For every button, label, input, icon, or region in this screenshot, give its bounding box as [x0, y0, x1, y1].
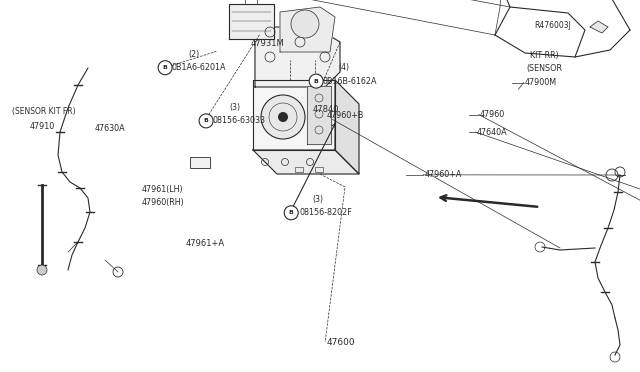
Circle shape	[199, 114, 213, 128]
Text: 47960: 47960	[480, 110, 505, 119]
Text: 47960+A: 47960+A	[424, 170, 461, 179]
Text: (4): (4)	[338, 63, 349, 72]
Text: (SENSOR: (SENSOR	[526, 64, 562, 73]
Circle shape	[37, 265, 47, 275]
Circle shape	[284, 206, 298, 220]
Text: 47961+A: 47961+A	[186, 239, 225, 248]
Polygon shape	[255, 27, 340, 87]
Text: 47960+B: 47960+B	[326, 111, 364, 120]
Circle shape	[261, 95, 305, 139]
Polygon shape	[307, 86, 331, 144]
Text: B: B	[289, 210, 294, 215]
Text: B: B	[204, 118, 209, 124]
Text: (SENSOR KIT FR): (SENSOR KIT FR)	[12, 107, 75, 116]
Text: 0B16B-6162A: 0B16B-6162A	[323, 77, 377, 86]
Text: (3): (3)	[312, 195, 323, 203]
Text: 47840: 47840	[312, 105, 339, 114]
Text: 47961(LH): 47961(LH)	[142, 185, 184, 194]
Text: R476003J: R476003J	[534, 21, 572, 30]
Text: (2): (2)	[189, 50, 200, 59]
Text: 08156-8202F: 08156-8202F	[300, 208, 352, 217]
Circle shape	[309, 74, 323, 88]
Text: 0B1A6-6201A: 0B1A6-6201A	[172, 63, 226, 72]
Circle shape	[158, 61, 172, 75]
Polygon shape	[253, 80, 335, 150]
Text: 47910: 47910	[29, 122, 54, 131]
Text: 47931M: 47931M	[251, 39, 285, 48]
Bar	[315, 167, 323, 172]
Text: KIT RR): KIT RR)	[530, 51, 559, 60]
Bar	[245, 0, 257, 4]
Text: 47900M: 47900M	[525, 78, 557, 87]
Text: 47600: 47600	[326, 338, 355, 347]
Text: (3): (3)	[229, 103, 240, 112]
Text: 47960(RH): 47960(RH)	[142, 198, 185, 207]
Text: B: B	[314, 78, 319, 84]
Bar	[295, 167, 303, 172]
Text: 47640A: 47640A	[477, 128, 508, 137]
Polygon shape	[229, 4, 274, 39]
Text: 08156-63033: 08156-63033	[212, 116, 266, 125]
Text: B: B	[163, 65, 168, 70]
Circle shape	[291, 10, 319, 38]
Circle shape	[278, 112, 288, 122]
Bar	[190, 157, 210, 168]
Polygon shape	[253, 150, 359, 174]
Polygon shape	[590, 21, 608, 33]
Text: 47630A: 47630A	[95, 124, 125, 133]
Polygon shape	[335, 80, 359, 174]
Polygon shape	[280, 7, 335, 52]
